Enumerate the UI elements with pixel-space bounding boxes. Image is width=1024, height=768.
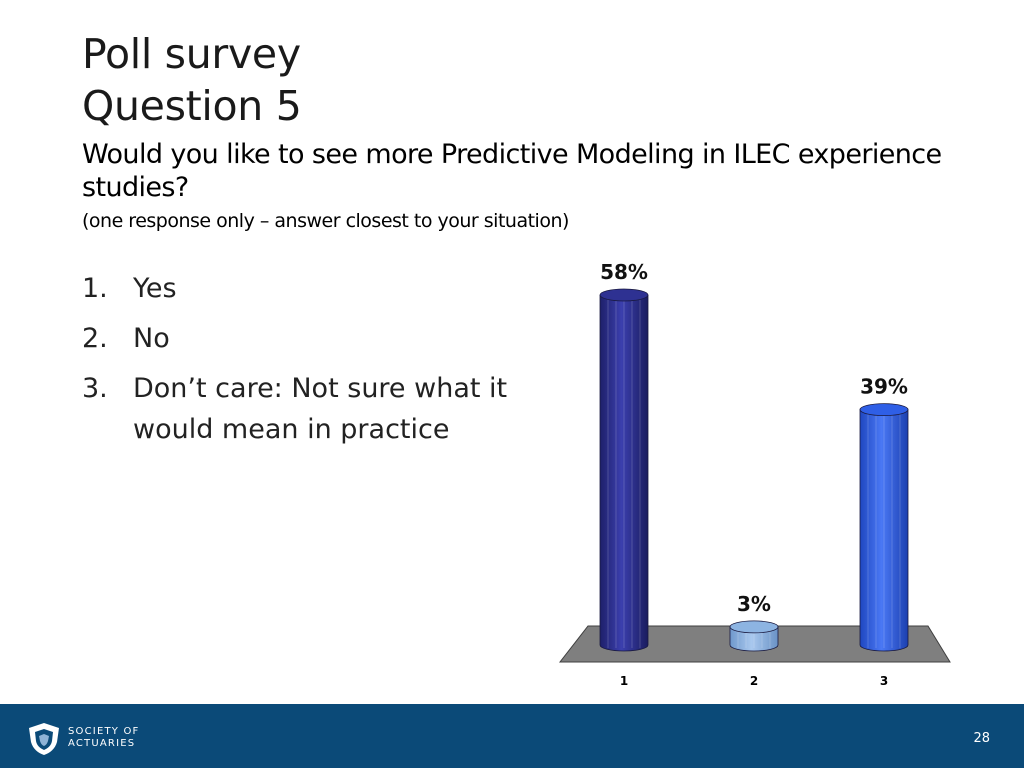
data-label: 3% xyxy=(737,592,771,616)
answer-option-number: 3. xyxy=(82,373,108,404)
answer-option-text: Yes xyxy=(133,273,177,304)
slide-subtitle: Question 5 xyxy=(82,82,302,130)
page-number: 28 xyxy=(973,731,990,746)
poll-instruction: (one response only – answer closest to y… xyxy=(82,210,569,232)
bar-cap xyxy=(729,620,779,634)
poll-results-bar-chart: 58% 3% 39% 1 2 3 xyxy=(558,260,951,688)
answer-option-number: 2. xyxy=(82,323,108,354)
bar-cap xyxy=(859,403,909,417)
answer-options-list: 1. Yes 2. No 3. Don’t care: Not sure wha… xyxy=(82,268,522,459)
answer-option-number: 1. xyxy=(82,273,108,304)
bar xyxy=(729,620,779,652)
x-tick-label: 2 xyxy=(750,674,758,688)
organization-name-line: ACTUARIES xyxy=(68,738,136,749)
bar xyxy=(599,288,649,652)
data-labels-group: 58% 3% 39% xyxy=(600,260,908,616)
x-tick-label: 1 xyxy=(620,674,628,688)
answer-option-text: Don’t care: Not sure what it would mean … xyxy=(133,373,508,445)
slide-title-block: Poll survey Question 5 Would you like to… xyxy=(82,28,962,234)
x-tick-label: 3 xyxy=(880,674,888,688)
footer-bar: SOCIETY OF ACTUARIES 28 xyxy=(0,704,1024,768)
bar xyxy=(859,403,909,652)
shield-logo-icon xyxy=(29,723,59,755)
answer-option: 2. No xyxy=(82,318,522,359)
slide-title: Poll survey xyxy=(82,30,301,78)
x-axis-tick-labels: 1 2 3 xyxy=(620,674,888,688)
bar-cap xyxy=(599,288,649,302)
data-label: 58% xyxy=(600,260,648,284)
organization-name-line: SOCIETY OF xyxy=(68,726,140,737)
answer-option: 3. Don’t care: Not sure what it would me… xyxy=(82,368,522,450)
bar-body xyxy=(599,294,649,652)
answer-option: 1. Yes xyxy=(82,268,522,309)
bar-body xyxy=(859,409,909,652)
answer-option-text: No xyxy=(133,323,170,354)
poll-question: Would you like to see more Predictive Mo… xyxy=(82,139,942,203)
data-label: 39% xyxy=(860,375,908,399)
bars-group xyxy=(599,288,909,652)
organization-name: SOCIETY OF ACTUARIES xyxy=(68,726,140,750)
bar-body xyxy=(729,626,779,652)
